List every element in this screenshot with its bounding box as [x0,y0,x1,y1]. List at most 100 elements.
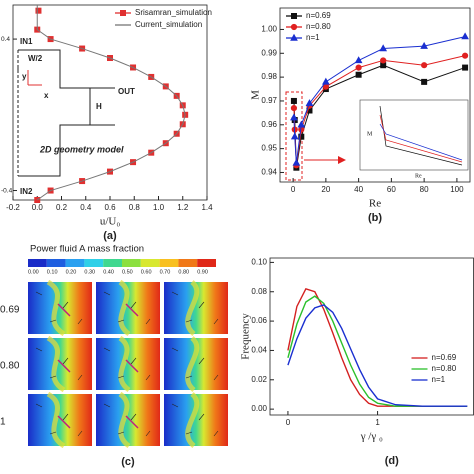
x-axis-label: u/U₀ [100,216,121,228]
colorbar-tick-label: 0.00 [28,269,39,275]
x-tick-label: 1.4 [201,203,213,212]
marker [291,13,297,19]
marker [421,62,428,69]
series-line [287,287,468,407]
colorbar-tick-label: 0.20 [66,269,77,275]
marker [355,71,362,78]
contour-band [185,392,200,448]
marker [292,158,301,166]
legend-label: n=0.80 [306,22,331,31]
annotation: IN1 [20,37,33,46]
y-tick-label: 0.00 [251,404,267,413]
colorbar-swatch [122,259,141,267]
panel-label: (c) [121,456,135,468]
marker [354,56,363,64]
marker [420,41,428,49]
contour-band [46,391,66,449]
marker [322,77,330,85]
y-tick-label: 0.4 [1,36,10,43]
arrow-field [35,291,83,325]
x-tick-label: 0.0 [32,203,44,212]
y-tick-label: 0.98 [261,72,277,81]
arrow-field [171,291,219,325]
x-tick-label: 0.2 [56,203,68,212]
marker [380,57,387,64]
y-tick-label: 0.08 [251,287,267,296]
colorbar-tick-label: 0.50 [122,269,133,275]
arrow-field [103,347,151,381]
contour-band [118,391,131,449]
marker [290,33,298,41]
flow-arrow [57,415,71,429]
legend-label: n=1 [306,33,320,42]
marker [461,52,469,59]
colorbar-tick-label: 0.70 [160,269,171,275]
y-tick-label: 0.97 [261,96,277,105]
colorbar-swatch [197,259,216,267]
arrow-field [171,403,219,437]
colorbar-tick-label: 0.90 [197,269,208,275]
x-tick-label: 40 [354,185,363,194]
inset [285,91,469,181]
marker [462,64,469,71]
colorbar-swatch [46,259,66,267]
y-tick-label: -0.4 [1,187,13,194]
marker [305,99,314,107]
colorbar-swatch [28,259,47,267]
legend-label: Current_simulation [135,20,202,29]
x-tick-label: 1.0 [153,203,165,212]
arrow-field [35,403,83,437]
marker [290,105,298,112]
marker [421,78,428,85]
y-axis-label: M [250,90,262,100]
legend-label: n=1 [432,375,446,384]
panel-label: (b) [368,212,382,224]
y-tick-label: 0.96 [261,120,277,129]
row-label: 1 [0,417,6,428]
annotation: W/2 [28,54,43,63]
x-tick-label: 0.4 [80,203,92,212]
colorbar-swatch [84,259,104,267]
x-tick-label: 60 [387,185,396,194]
panel-c-title: Power fluid A mass fraction [30,244,144,255]
x-tick-label: 0.6 [104,203,116,212]
geometry-sketch [17,49,115,177]
row-label: 0.80 [0,361,20,372]
arrow-field [35,347,83,381]
y-tick-label: 0.02 [251,375,267,384]
marker [379,44,388,52]
x-tick-label: 1 [375,418,380,427]
legend-label: n=0.69 [432,353,457,362]
colorbar-swatch [103,259,122,267]
colorbar: 0.00 0.10 0.20 0.30 0.40 0.50 0.60 0.70 0.80 0.90 [28,259,216,275]
contour-band [118,335,131,393]
y-tick-label: 0.04 [251,346,267,355]
x-axis-label: γ /γ ₀ [360,431,383,443]
y-tick-label: 0.06 [251,316,267,325]
contour-band [185,280,200,336]
marker [290,23,298,31]
x-tick-label: -0.2 [6,203,20,212]
series-line [287,304,468,407]
series-line [287,295,468,407]
flow-arrow [125,415,139,429]
contour-cell [28,282,92,334]
y-tick-label: 0.94 [261,168,277,177]
flow-arrow [57,303,71,317]
annotation: x [44,91,49,100]
flow-arrow [125,303,139,317]
marker [290,113,298,121]
y-tick-label: 0.10 [251,258,267,267]
annotation: 2D geometry model [39,144,124,154]
row-label: 0.69 [0,305,20,316]
annotation: H [96,102,102,111]
annotation: y [22,72,27,81]
contour-grid: 0.69 0.80 1 [0,279,228,449]
x-tick-label: 80 [420,185,429,194]
marker [120,10,126,16]
y-axis-label: Frequency [240,313,252,360]
panel-label: (d) [385,455,399,467]
contour-band [46,279,66,337]
flow-arrow [125,359,139,373]
x-tick-label: 1.2 [177,203,189,212]
